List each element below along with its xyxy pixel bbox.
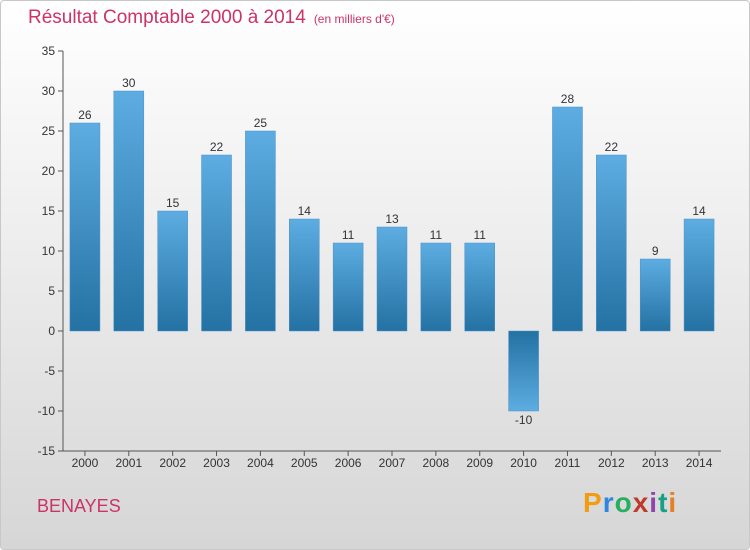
bar-value-label: 11 — [473, 228, 486, 242]
y-tick-label: -10 — [38, 404, 56, 418]
title-text: Résultat Comptable 2000 à 2014 — [28, 7, 306, 28]
y-tick-label: -15 — [38, 444, 56, 458]
bar-value-label: 22 — [210, 140, 224, 154]
bar — [113, 90, 145, 332]
y-tick-label: 10 — [42, 244, 56, 258]
bar-value-label: 14 — [298, 204, 312, 218]
y-tick-label: 20 — [42, 164, 56, 178]
bar-value-label: 15 — [166, 196, 180, 210]
bar-value-label: 26 — [78, 108, 92, 122]
bar — [289, 218, 320, 332]
logo-letter: x — [632, 487, 650, 518]
x-tick-label: 2006 — [335, 456, 362, 470]
bar-value-label: 9 — [652, 244, 659, 258]
logo-letter: i — [649, 487, 659, 518]
bar — [420, 242, 452, 332]
x-tick-label: 2009 — [466, 456, 493, 470]
bar — [201, 154, 232, 332]
bar-value-label: 28 — [561, 92, 575, 106]
x-tick-label: 2013 — [642, 456, 669, 470]
x-tick-label: 2001 — [115, 456, 142, 470]
x-tick-label: 2004 — [247, 456, 274, 470]
bar-value-label: -10 — [515, 413, 533, 427]
bar — [157, 210, 188, 332]
bar — [376, 226, 408, 332]
y-tick-label: -5 — [44, 364, 55, 378]
x-tick-label: 2012 — [598, 456, 625, 470]
bar-value-label: 11 — [342, 228, 355, 242]
y-tick-label: 25 — [42, 124, 56, 138]
bar — [464, 242, 495, 332]
y-tick-label: 0 — [48, 324, 55, 338]
x-tick-label: 2011 — [555, 456, 581, 470]
commune-name: BENAYES — [37, 496, 121, 516]
logo-letter: P — [583, 487, 603, 518]
proxiti-logo: Proxiti — [583, 487, 677, 519]
bar-value-label: 22 — [605, 140, 619, 154]
x-tick-label: 2000 — [72, 456, 99, 470]
bar-value-label: 11 — [430, 228, 443, 242]
x-tick-label: 2010 — [510, 456, 537, 470]
bar — [639, 258, 671, 332]
bar — [508, 330, 539, 412]
y-tick-label: 5 — [48, 284, 55, 298]
chart-title: Résultat Comptable 2000 à 2014 (en millie… — [28, 7, 395, 29]
bar-value-label: 14 — [692, 204, 706, 218]
bar — [596, 154, 627, 332]
bar — [552, 106, 583, 332]
x-tick-label: 2014 — [686, 456, 713, 470]
logo-letter: i — [668, 487, 678, 518]
bar-value-label: 25 — [254, 116, 268, 130]
logo-letter: o — [614, 487, 633, 518]
title-unit: (en milliers d'€) — [313, 12, 395, 26]
x-tick-label: 2002 — [159, 456, 186, 470]
logo-letter: r — [602, 487, 615, 518]
bar-value-label: 13 — [385, 212, 399, 226]
x-tick-label: 2007 — [379, 456, 406, 470]
x-tick-label: 2003 — [203, 456, 230, 470]
y-tick-label: 15 — [42, 204, 56, 218]
bar-value-label: 30 — [122, 76, 136, 90]
bar — [69, 122, 101, 332]
bar — [683, 218, 715, 332]
x-tick-label: 2005 — [291, 456, 318, 470]
x-tick-label: 2008 — [423, 456, 450, 470]
logo-letter: t — [658, 487, 669, 518]
y-tick-label: 30 — [42, 84, 56, 98]
bar — [332, 242, 364, 332]
y-tick-label: 35 — [42, 44, 56, 58]
bar — [245, 130, 276, 332]
